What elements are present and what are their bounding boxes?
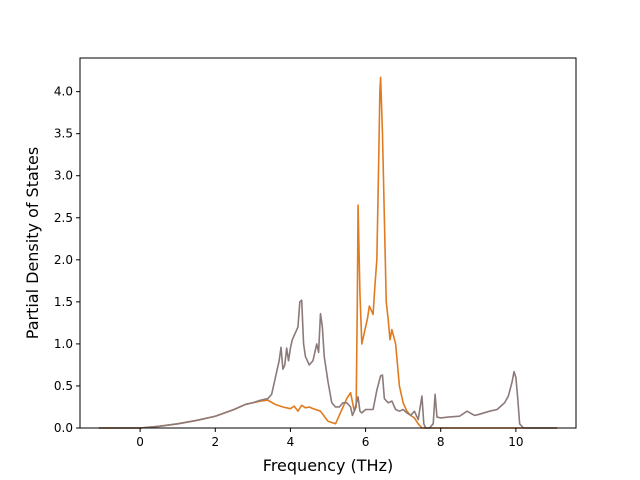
- x-axis-label: Frequency (THz): [263, 456, 393, 475]
- y-tick-label: 2.5: [54, 211, 73, 225]
- x-tick-label: 8: [437, 435, 445, 449]
- series-line-2: [98, 299, 558, 429]
- x-tick-label: 4: [287, 435, 295, 449]
- y-axis-label: Partial Density of States: [23, 147, 42, 339]
- y-tick-label: 2.0: [54, 253, 73, 267]
- ticks-layer: 0 2 4 6 8 10 0.0 0.5 1.0 1.5 2.0 2.5 3.0 3.5 4.0: [54, 85, 524, 449]
- y-tick-label: 0.0: [54, 421, 73, 435]
- y-tick-label: 3.0: [54, 169, 73, 183]
- y-tick-label: 3.5: [54, 127, 73, 141]
- x-tick-label: 6: [362, 435, 370, 449]
- y-tick-label: 4.0: [54, 85, 73, 99]
- y-tick-label: 0.5: [54, 379, 73, 393]
- x-tick-label: 10: [508, 435, 523, 449]
- plot-frame: [79, 57, 577, 429]
- x-tick-label: 2: [211, 435, 219, 449]
- plot-area: [80, 58, 576, 428]
- x-tick-label: 0: [136, 435, 144, 449]
- y-tick-label: 1.0: [54, 337, 73, 351]
- y-tick-label: 1.5: [54, 295, 73, 309]
